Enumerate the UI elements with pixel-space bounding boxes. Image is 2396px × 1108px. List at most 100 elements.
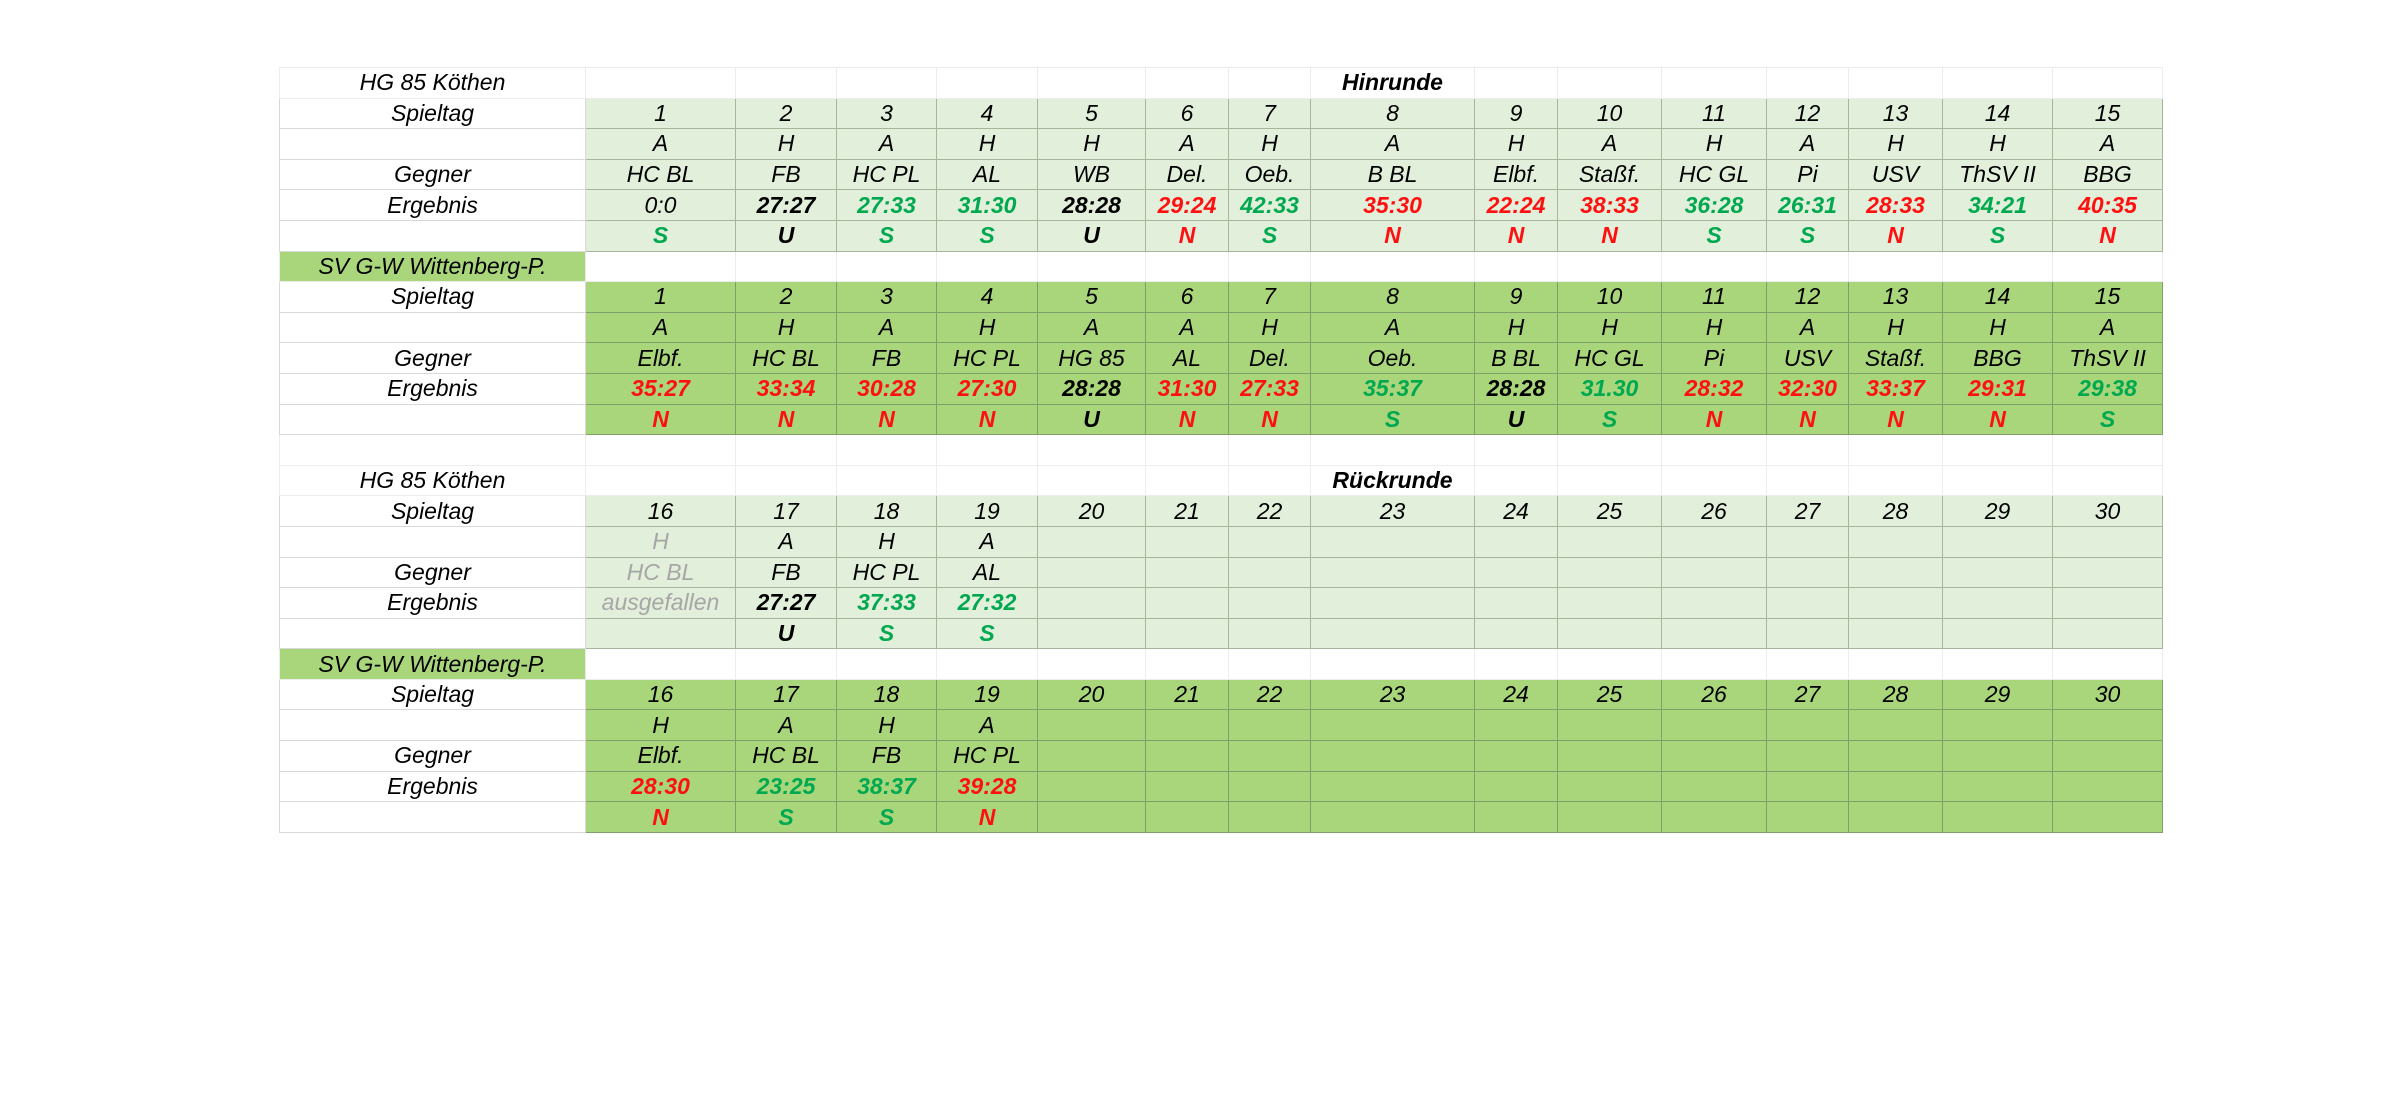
score-cell[interactable]: 27:33 xyxy=(1228,372,1311,405)
score-cell[interactable] xyxy=(1474,770,1558,803)
spieltag-cell[interactable]: 21 xyxy=(1145,678,1229,711)
outcome-cell[interactable]: N xyxy=(1661,403,1767,436)
score-cell[interactable]: 22:24 xyxy=(1474,189,1558,221)
outcome-cell[interactable] xyxy=(1310,617,1475,650)
blank-cell[interactable] xyxy=(1661,250,1767,283)
home-away-cell[interactable]: A xyxy=(585,128,736,160)
row-label-empty[interactable] xyxy=(279,709,586,742)
team-name-hinrunde-team1[interactable]: HG 85 Köthen xyxy=(279,67,586,99)
spieltag-cell[interactable]: 27 xyxy=(1766,678,1849,711)
outcome-cell[interactable] xyxy=(2052,801,2163,833)
home-away-cell[interactable]: H xyxy=(1474,311,1558,344)
home-away-cell[interactable]: H xyxy=(1228,311,1311,344)
spieltag-cell[interactable]: 14 xyxy=(1942,97,2053,130)
score-cell[interactable]: 33:37 xyxy=(1848,372,1943,405)
opponent-cell[interactable]: Elbf. xyxy=(585,740,736,772)
blank-cell[interactable] xyxy=(1145,250,1229,283)
round-title-rueckrunde[interactable]: Rückrunde xyxy=(1310,464,1475,497)
home-away-cell[interactable]: H xyxy=(735,128,837,160)
blank-cell[interactable] xyxy=(1661,648,1767,680)
spieltag-cell[interactable]: 13 xyxy=(1848,97,1943,130)
blank-cell[interactable] xyxy=(1037,67,1146,99)
opponent-cell[interactable] xyxy=(2052,740,2163,772)
opponent-cell[interactable]: Del. xyxy=(1228,342,1311,374)
home-away-cell[interactable] xyxy=(1037,525,1146,558)
opponent-cell[interactable] xyxy=(1310,740,1475,772)
opponent-cell[interactable] xyxy=(1557,740,1662,772)
outcome-cell[interactable]: S xyxy=(1766,219,1849,252)
opponent-cell[interactable] xyxy=(1474,556,1558,589)
opponent-cell[interactable]: Oeb. xyxy=(1310,342,1475,374)
spieltag-cell[interactable]: 28 xyxy=(1848,678,1943,711)
blank-cell[interactable] xyxy=(585,464,736,497)
blank-cell[interactable] xyxy=(1942,648,2053,680)
outcome-cell[interactable]: S xyxy=(735,801,837,833)
score-cell[interactable] xyxy=(1145,770,1229,803)
spieltag-cell[interactable]: 12 xyxy=(1766,281,1849,313)
home-away-cell[interactable]: A xyxy=(2052,128,2163,160)
spieltag-cell[interactable]: 10 xyxy=(1557,97,1662,130)
score-cell[interactable] xyxy=(1310,770,1475,803)
opponent-cell[interactable]: Del. xyxy=(1145,158,1229,191)
outcome-cell[interactable]: S xyxy=(836,617,937,650)
row-label-spieltag[interactable]: Spieltag xyxy=(279,97,586,130)
home-away-cell[interactable] xyxy=(1145,525,1229,558)
blank-cell[interactable] xyxy=(1661,67,1767,99)
outcome-cell[interactable] xyxy=(585,617,736,650)
spacer-cell[interactable] xyxy=(1228,434,1311,466)
score-cell[interactable]: 29:38 xyxy=(2052,372,2163,405)
blank-cell[interactable] xyxy=(1557,250,1662,283)
blank-cell[interactable] xyxy=(1310,250,1475,283)
outcome-cell[interactable]: N xyxy=(1557,219,1662,252)
outcome-cell[interactable] xyxy=(1145,617,1229,650)
opponent-cell[interactable]: Pi xyxy=(1661,342,1767,374)
score-cell[interactable]: 32:30 xyxy=(1766,372,1849,405)
outcome-cell[interactable]: S xyxy=(836,801,937,833)
spacer-cell[interactable] xyxy=(1037,434,1146,466)
opponent-cell[interactable]: HC PL xyxy=(836,158,937,191)
blank-cell[interactable] xyxy=(1766,648,1849,680)
opponent-cell[interactable] xyxy=(1228,556,1311,589)
score-cell[interactable]: 29:24 xyxy=(1145,189,1229,221)
score-cell[interactable] xyxy=(1228,770,1311,803)
spieltag-cell[interactable]: 20 xyxy=(1037,495,1146,527)
home-away-cell[interactable]: A xyxy=(1310,311,1475,344)
score-cell[interactable]: 38:33 xyxy=(1557,189,1662,221)
blank-cell[interactable] xyxy=(1228,648,1311,680)
row-label-ergebnis[interactable]: Ergebnis xyxy=(279,372,586,405)
spieltag-cell[interactable]: 10 xyxy=(1557,281,1662,313)
spacer-cell[interactable] xyxy=(585,434,736,466)
score-cell[interactable]: 26:31 xyxy=(1766,189,1849,221)
home-away-cell[interactable]: H xyxy=(585,709,736,742)
home-away-cell[interactable] xyxy=(1766,525,1849,558)
outcome-cell[interactable]: N xyxy=(735,403,837,436)
spacer-cell[interactable] xyxy=(1848,434,1943,466)
opponent-cell[interactable]: HC BL xyxy=(585,158,736,191)
outcome-cell[interactable]: S xyxy=(936,617,1038,650)
spacer-cell[interactable] xyxy=(1474,434,1558,466)
opponent-cell[interactable] xyxy=(1474,740,1558,772)
opponent-cell[interactable] xyxy=(1557,556,1662,589)
opponent-cell[interactable]: HC BL xyxy=(735,342,837,374)
home-away-cell[interactable] xyxy=(2052,709,2163,742)
team-name-hinrunde-team2[interactable]: SV G-W Wittenberg-P. xyxy=(279,250,586,283)
home-away-cell[interactable]: H xyxy=(1474,128,1558,160)
home-away-cell[interactable]: H xyxy=(1848,128,1943,160)
row-label-empty[interactable] xyxy=(279,128,586,160)
spacer-cell[interactable] xyxy=(936,434,1038,466)
spieltag-cell[interactable]: 19 xyxy=(936,678,1038,711)
opponent-cell[interactable]: HC GL xyxy=(1557,342,1662,374)
blank-cell[interactable] xyxy=(1942,464,2053,497)
opponent-cell[interactable]: ThSV II xyxy=(1942,158,2053,191)
score-cell[interactable]: 28:32 xyxy=(1661,372,1767,405)
score-cell[interactable]: 33:34 xyxy=(735,372,837,405)
blank-cell[interactable] xyxy=(1557,464,1662,497)
row-label-gegner[interactable]: Gegner xyxy=(279,342,586,374)
blank-cell[interactable] xyxy=(836,464,937,497)
outcome-cell[interactable]: S xyxy=(1942,219,2053,252)
home-away-cell[interactable]: A xyxy=(735,525,837,558)
score-cell[interactable]: 38:37 xyxy=(836,770,937,803)
opponent-cell[interactable]: AL xyxy=(936,158,1038,191)
spieltag-cell[interactable]: 25 xyxy=(1557,495,1662,527)
home-away-cell[interactable]: A xyxy=(1766,128,1849,160)
